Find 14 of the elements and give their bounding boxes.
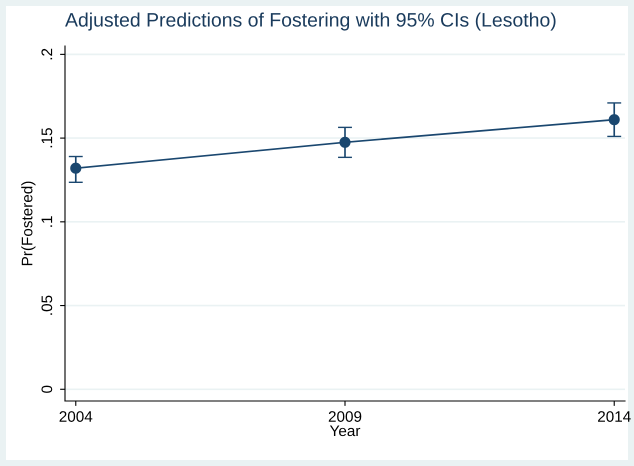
x-axis-title: Year: [330, 426, 360, 436]
x-tick-label: 2004: [60, 411, 92, 422]
y-tick-label: .1: [42, 216, 52, 227]
x-tick-label: 2009: [328, 411, 362, 422]
chart-title: Adjusted Predictions of Fostering with 95% CIs (Lesotho): [65, 12, 556, 31]
point: [339, 136, 351, 148]
point: [608, 114, 620, 126]
y-tick-label: .2: [41, 48, 52, 60]
y-tick-label: .15: [42, 128, 52, 148]
point: [70, 162, 82, 174]
x-tick-label: 2014: [598, 411, 631, 422]
y-axis-title: Pr(Fostered): [21, 182, 36, 266]
y-tick-label: .05: [41, 296, 52, 315]
y-tick-label: 0: [41, 386, 52, 393]
